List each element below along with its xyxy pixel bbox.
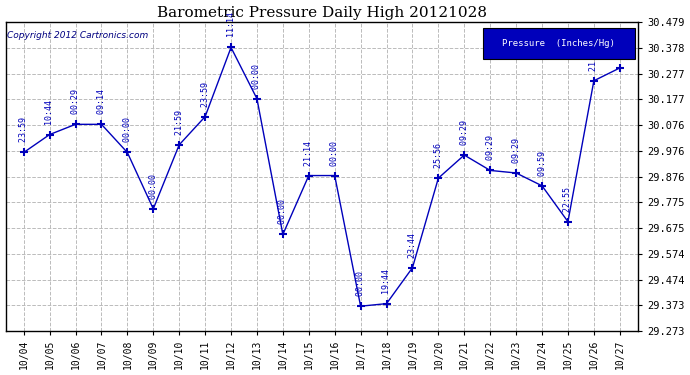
Text: Pressure  (Inches/Hg): Pressure (Inches/Hg) (502, 39, 615, 48)
Text: 23:59: 23:59 (201, 82, 210, 117)
Text: 00:00: 00:00 (278, 200, 287, 234)
Text: 19:44: 19:44 (382, 268, 391, 304)
Text: 11:14: 11:14 (226, 12, 235, 48)
Text: Copyright 2012 Cartronics.com: Copyright 2012 Cartronics.com (7, 32, 148, 40)
Text: 21:14: 21:14 (304, 141, 313, 176)
Text: 09:29: 09:29 (511, 138, 521, 173)
Text: 00:00: 00:00 (123, 117, 132, 153)
Text: 09:14: 09:14 (97, 89, 106, 124)
Text: 22:55: 22:55 (564, 187, 573, 222)
Text: 00:00: 00:00 (356, 271, 365, 306)
Text: 08:14: 08:14 (615, 33, 624, 68)
Text: 21:59: 21:59 (175, 110, 184, 145)
Text: 25:56: 25:56 (434, 143, 443, 178)
Text: 23:44: 23:44 (408, 233, 417, 268)
Text: 00:29: 00:29 (71, 89, 80, 124)
Title: Barometric Pressure Daily High 20121028: Barometric Pressure Daily High 20121028 (157, 6, 486, 20)
Text: 00:00: 00:00 (253, 64, 262, 99)
Text: 00:00: 00:00 (149, 174, 158, 209)
Text: 09:29: 09:29 (486, 135, 495, 170)
Text: 21:59: 21:59 (589, 46, 598, 81)
Text: 09:59: 09:59 (538, 151, 546, 186)
Text: 00:00: 00:00 (331, 141, 339, 176)
Text: 23:59: 23:59 (19, 117, 28, 153)
FancyBboxPatch shape (483, 28, 635, 59)
Text: 09:29: 09:29 (460, 120, 469, 155)
Text: 10:44: 10:44 (45, 100, 54, 135)
